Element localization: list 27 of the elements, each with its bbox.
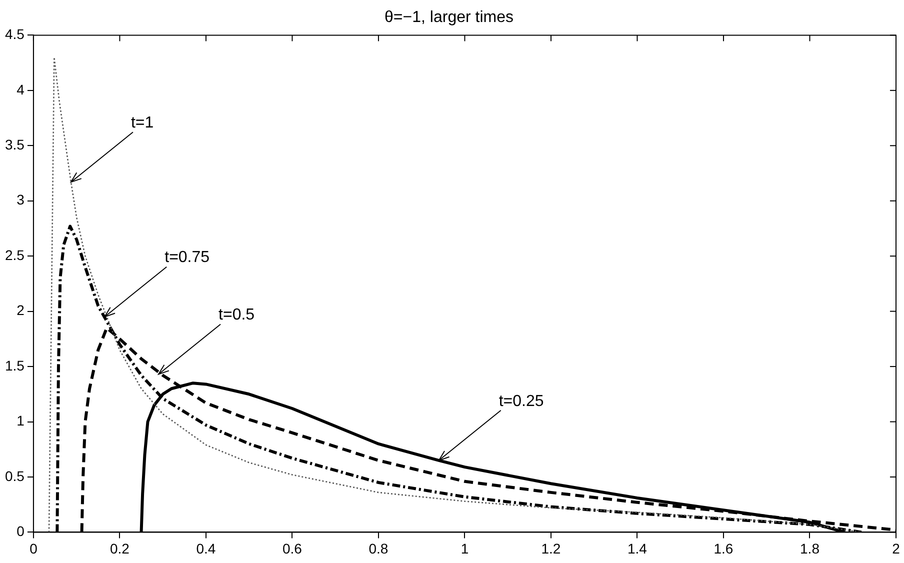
y-tick-label: 3: [16, 192, 25, 208]
y-tick-label: 4: [16, 81, 25, 98]
x-tick-label: 1: [460, 540, 469, 556]
y-tick-label: 0: [16, 523, 25, 540]
annotation: t=0.5: [218, 306, 255, 324]
x-tick-label: 1.8: [800, 540, 820, 556]
x-tick-label: 2: [892, 540, 900, 556]
x-tick-label: 1.6: [714, 540, 734, 556]
x-tick-label: 1.4: [628, 540, 648, 556]
y-tick-label: 2.5: [4, 246, 25, 263]
annotation: t=0.25: [498, 392, 544, 410]
chart-title: θ=−1, larger times: [384, 9, 514, 26]
y-tick-label: 0.5: [4, 468, 25, 484]
x-tick-label: 0.8: [368, 540, 388, 556]
y-tick-label: 4.5: [4, 26, 25, 42]
x-tick-label: 0: [30, 540, 38, 556]
x-tick-label: 0.4: [196, 540, 216, 556]
y-tick-label: 2: [16, 302, 25, 318]
line-series: [48, 56, 862, 532]
x-tick-label: 1.2: [541, 540, 561, 556]
y-tick-label: 1: [16, 412, 25, 429]
y-tick-label: 1.5: [4, 357, 25, 374]
y-tick-label: 3.5: [4, 136, 25, 153]
annotation: t=1: [130, 114, 154, 132]
annotation: t=0.75: [164, 249, 210, 266]
x-tick-label: 0.2: [110, 540, 130, 556]
x-tick-label: 0.6: [282, 540, 302, 556]
